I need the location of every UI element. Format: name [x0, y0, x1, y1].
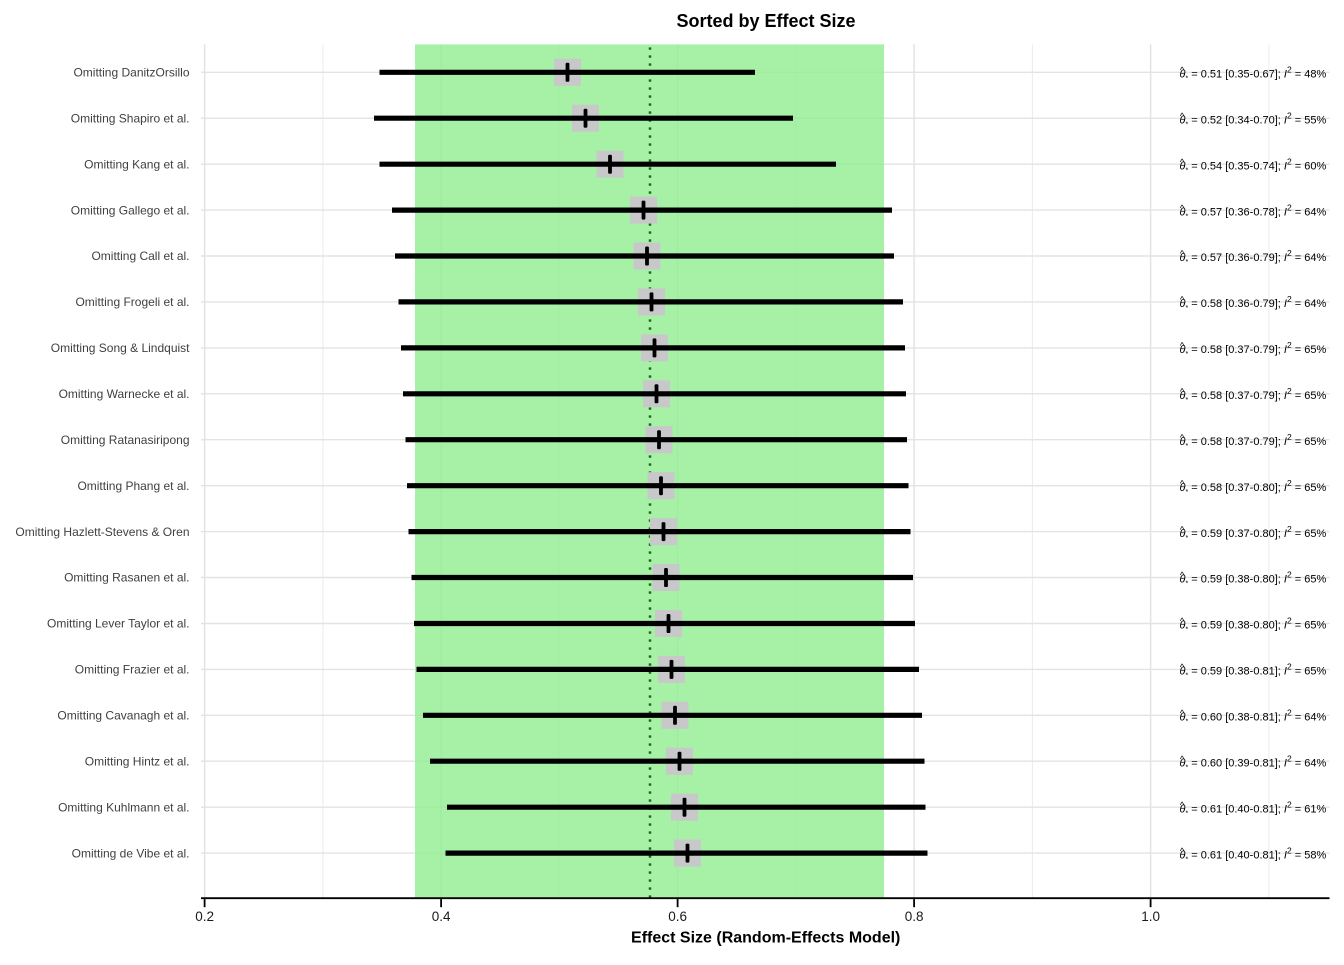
svg-text:θ* = 0.57 [0.36-0.79]; I2 = 64: θ* = 0.57 [0.36-0.79]; I2 = 64% — [1180, 248, 1327, 266]
svg-text:^: ^ — [1180, 65, 1185, 76]
svg-text:Sorted by Effect Size: Sorted by Effect Size — [676, 11, 855, 31]
svg-text:θ* = 0.52 [0.34-0.70]; I2 = 55: θ* = 0.52 [0.34-0.70]; I2 = 55% — [1180, 110, 1327, 128]
svg-text:Omitting Shapiro et al.: Omitting Shapiro et al. — [71, 111, 190, 125]
svg-text:θ* = 0.57 [0.36-0.78]; I2 = 64: θ* = 0.57 [0.36-0.78]; I2 = 64% — [1180, 202, 1327, 220]
svg-text:^: ^ — [1180, 249, 1185, 260]
svg-text:^: ^ — [1180, 432, 1185, 443]
svg-text:Omitting DanitzOrsillo: Omitting DanitzOrsillo — [73, 66, 189, 80]
svg-text:θ* = 0.59 [0.37-0.80]; I2 = 65: θ* = 0.59 [0.37-0.80]; I2 = 65% — [1180, 524, 1327, 542]
svg-text:θ* = 0.51 [0.35-0.67]; I2 = 48: θ* = 0.51 [0.35-0.67]; I2 = 48% — [1180, 65, 1327, 83]
svg-text:Effect Size (Random-Effects Mo: Effect Size (Random-Effects Model) — [631, 929, 900, 946]
svg-text:Omitting Rasanen et al.: Omitting Rasanen et al. — [64, 571, 189, 585]
svg-text:Omitting Frazier et al.: Omitting Frazier et al. — [75, 663, 190, 677]
svg-text:Omitting de Vibe et al.: Omitting de Vibe et al. — [72, 846, 190, 860]
svg-text:θ* = 0.54 [0.35-0.74]; I2 = 60: θ* = 0.54 [0.35-0.74]; I2 = 60% — [1180, 156, 1327, 174]
svg-text:Omitting Hintz et al.: Omitting Hintz et al. — [85, 755, 190, 769]
svg-text:Omitting Lever Taylor et al.: Omitting Lever Taylor et al. — [47, 617, 190, 631]
svg-text:1.0: 1.0 — [1141, 909, 1160, 924]
svg-text:θ* = 0.58 [0.36-0.79]; I2 = 64: θ* = 0.58 [0.36-0.79]; I2 = 64% — [1180, 294, 1327, 312]
svg-text:Omitting Hazlett-Stevens & Ore: Omitting Hazlett-Stevens & Oren — [15, 525, 189, 539]
svg-text:^: ^ — [1180, 570, 1185, 581]
svg-text:0.4: 0.4 — [432, 909, 451, 924]
svg-text:0.8: 0.8 — [905, 909, 924, 924]
svg-text:^: ^ — [1180, 708, 1185, 719]
svg-text:Omitting Phang et al.: Omitting Phang et al. — [77, 479, 189, 493]
svg-text:θ* = 0.61 [0.40-0.81]; I2 = 58: θ* = 0.61 [0.40-0.81]; I2 = 58% — [1180, 845, 1327, 863]
svg-text:θ* = 0.59 [0.38-0.80]; I2 = 65: θ* = 0.59 [0.38-0.80]; I2 = 65% — [1180, 616, 1327, 634]
svg-text:Omitting Song & Lindquist: Omitting Song & Lindquist — [51, 341, 190, 355]
svg-text:θ* = 0.58 [0.37-0.79]; I2 = 65: θ* = 0.58 [0.37-0.79]; I2 = 65% — [1180, 432, 1327, 450]
svg-text:^: ^ — [1180, 846, 1185, 857]
svg-text:θ* = 0.58 [0.37-0.80]; I2 = 65: θ* = 0.58 [0.37-0.80]; I2 = 65% — [1180, 478, 1327, 496]
svg-text:Omitting Kang et al.: Omitting Kang et al. — [84, 157, 189, 171]
svg-text:^: ^ — [1180, 616, 1185, 627]
svg-text:^: ^ — [1180, 111, 1185, 122]
svg-text:θ* = 0.58 [0.37-0.79]; I2 = 65: θ* = 0.58 [0.37-0.79]; I2 = 65% — [1180, 386, 1327, 404]
svg-text:Omitting Cavanagh et al.: Omitting Cavanagh et al. — [57, 709, 189, 723]
svg-text:θ* = 0.59 [0.38-0.80]; I2 = 65: θ* = 0.59 [0.38-0.80]; I2 = 65% — [1180, 570, 1327, 588]
svg-text:^: ^ — [1180, 478, 1185, 489]
svg-text:Omitting Ratanasiripong: Omitting Ratanasiripong — [61, 433, 190, 447]
svg-text:^: ^ — [1180, 157, 1185, 168]
svg-text:^: ^ — [1180, 387, 1185, 398]
svg-text:Omitting Call et al.: Omitting Call et al. — [91, 249, 189, 263]
svg-text:Omitting Gallego et al.: Omitting Gallego et al. — [71, 203, 190, 217]
svg-text:Omitting Frogeli et al.: Omitting Frogeli et al. — [75, 295, 189, 309]
svg-text:^: ^ — [1180, 754, 1185, 765]
svg-text:0.2: 0.2 — [195, 909, 214, 924]
svg-text:0.6: 0.6 — [668, 909, 687, 924]
svg-text:^: ^ — [1180, 662, 1185, 673]
svg-text:^: ^ — [1180, 295, 1185, 306]
svg-text:θ* = 0.58 [0.37-0.79]; I2 = 65: θ* = 0.58 [0.37-0.79]; I2 = 65% — [1180, 340, 1327, 358]
svg-text:θ* = 0.59 [0.38-0.81]; I2 = 65: θ* = 0.59 [0.38-0.81]; I2 = 65% — [1180, 662, 1327, 680]
svg-text:^: ^ — [1180, 203, 1185, 214]
svg-text:^: ^ — [1180, 800, 1185, 811]
svg-text:Omitting Warnecke et al.: Omitting Warnecke et al. — [59, 387, 190, 401]
svg-text:^: ^ — [1180, 341, 1185, 352]
svg-text:^: ^ — [1180, 524, 1185, 535]
svg-text:Omitting Kuhlmann et al.: Omitting Kuhlmann et al. — [58, 800, 189, 814]
svg-text:θ* = 0.60 [0.38-0.81]; I2 = 64: θ* = 0.60 [0.38-0.81]; I2 = 64% — [1180, 708, 1327, 726]
svg-text:θ* = 0.61 [0.40-0.81]; I2 = 61: θ* = 0.61 [0.40-0.81]; I2 = 61% — [1180, 799, 1327, 817]
svg-text:θ* = 0.60 [0.39-0.81]; I2 = 64: θ* = 0.60 [0.39-0.81]; I2 = 64% — [1180, 754, 1327, 772]
